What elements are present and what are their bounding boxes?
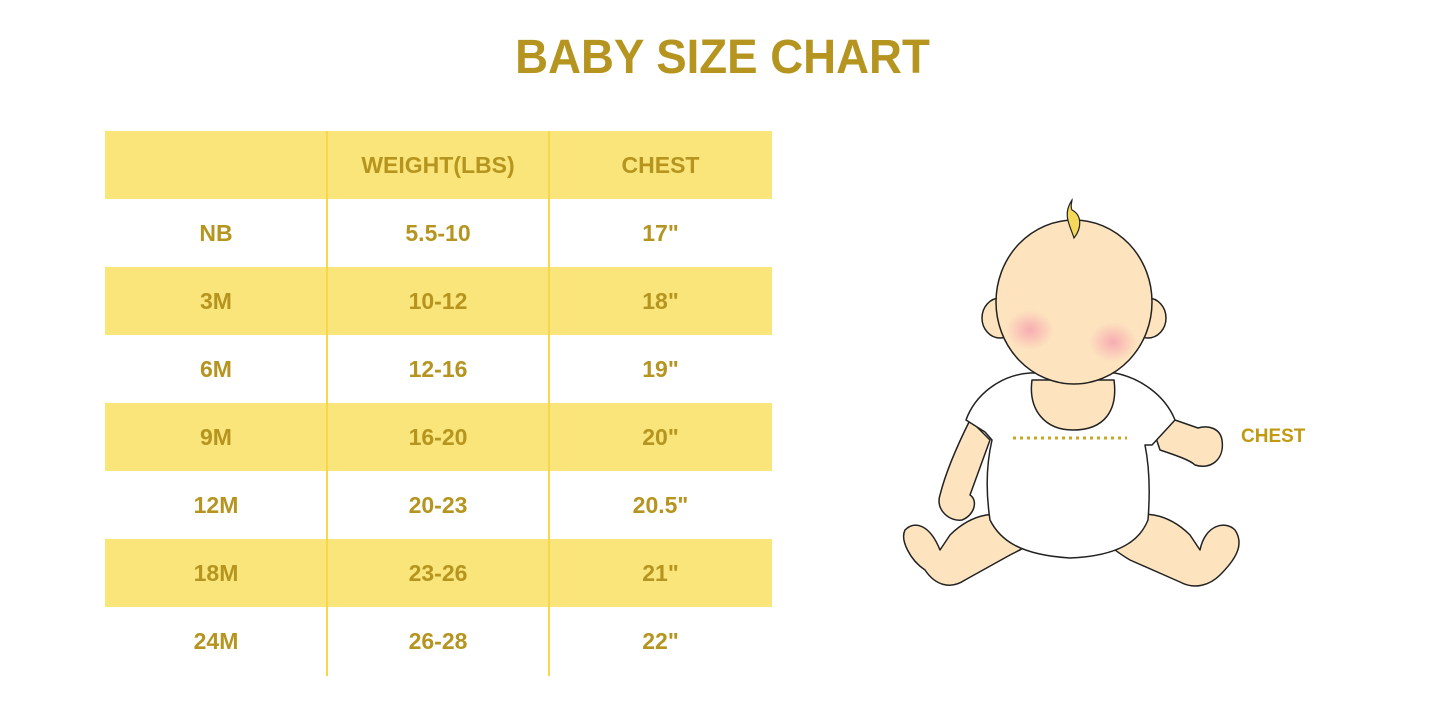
size-cell: 18M bbox=[193, 559, 239, 586]
chest-cell: 19" bbox=[642, 355, 679, 382]
size-table: WEIGHT(LBS) CHEST NB 5.5-10 17" 3M 10-12… bbox=[105, 131, 772, 675]
left-cheek bbox=[1006, 310, 1054, 350]
header-weight: WEIGHT(LBS) bbox=[361, 151, 515, 178]
weight-cell: 12-16 bbox=[408, 355, 468, 382]
chest-cell: 21" bbox=[642, 559, 679, 586]
right-arm bbox=[1149, 419, 1224, 467]
weight-cell: 20-23 bbox=[408, 491, 468, 518]
table-row: 9M 16-20 20" bbox=[105, 403, 772, 471]
size-cell: 12M bbox=[193, 491, 239, 518]
head bbox=[995, 219, 1153, 385]
column-divider bbox=[548, 131, 550, 676]
header-chest: CHEST bbox=[621, 151, 700, 178]
size-cell: 6M bbox=[200, 355, 232, 382]
left-arm bbox=[938, 419, 991, 521]
size-cell: 9M bbox=[200, 423, 232, 450]
size-cell: 24M bbox=[193, 627, 239, 654]
weight-cell: 5.5-10 bbox=[405, 219, 471, 246]
table-row: 12M 20-23 20.5" bbox=[105, 471, 772, 539]
chest-cell: 17" bbox=[642, 219, 679, 246]
table-row: NB 5.5-10 17" bbox=[105, 199, 772, 267]
table-row: 24M 26-28 22" bbox=[105, 607, 772, 675]
column-divider bbox=[326, 131, 328, 676]
neck bbox=[1030, 379, 1116, 431]
chest-label: CHEST bbox=[1241, 426, 1306, 447]
weight-cell: 26-28 bbox=[408, 627, 468, 654]
size-cell: 3M bbox=[200, 287, 232, 314]
right-cheek bbox=[1089, 322, 1137, 362]
chest-cell: 18" bbox=[642, 287, 679, 314]
table-row: 6M 12-16 19" bbox=[105, 335, 772, 403]
hair-curl-icon bbox=[1066, 198, 1081, 240]
weight-cell: 16-20 bbox=[408, 423, 468, 450]
table-row: 3M 10-12 18" bbox=[105, 267, 772, 335]
chest-cell: 20" bbox=[642, 423, 679, 450]
chest-cell: 20.5" bbox=[632, 491, 689, 518]
size-cell: NB bbox=[199, 219, 233, 246]
chest-cell: 22" bbox=[642, 627, 679, 654]
weight-cell: 10-12 bbox=[408, 287, 468, 314]
shirt bbox=[965, 372, 1176, 559]
table-row: 18M 23-26 21" bbox=[105, 539, 772, 607]
page-title: BABY SIZE CHART bbox=[515, 31, 930, 84]
table-header-row: WEIGHT(LBS) CHEST bbox=[105, 131, 772, 199]
weight-cell: 23-26 bbox=[408, 559, 468, 586]
